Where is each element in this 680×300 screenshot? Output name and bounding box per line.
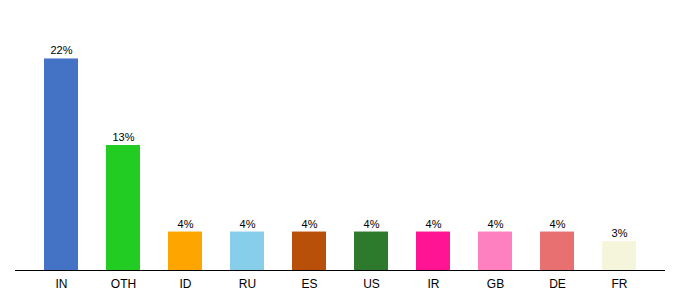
svg-text:DE: DE (549, 277, 566, 291)
svg-text:22%: 22% (50, 44, 72, 56)
svg-text:13%: 13% (112, 131, 134, 143)
svg-text:4%: 4% (550, 218, 566, 230)
svg-text:IR: IR (428, 277, 440, 291)
svg-text:4%: 4% (240, 218, 256, 230)
svg-text:4%: 4% (426, 218, 442, 230)
svg-text:ES: ES (301, 277, 317, 291)
svg-text:3%: 3% (612, 227, 628, 239)
svg-text:4%: 4% (364, 218, 380, 230)
svg-text:GB: GB (487, 277, 504, 291)
svg-text:4%: 4% (488, 218, 504, 230)
svg-text:RU: RU (239, 277, 256, 291)
svg-text:OTH: OTH (111, 277, 136, 291)
svg-text:US: US (363, 277, 380, 291)
svg-text:ID: ID (180, 277, 192, 291)
svg-text:4%: 4% (178, 218, 194, 230)
svg-text:4%: 4% (302, 218, 318, 230)
svg-text:FR: FR (612, 277, 628, 291)
svg-text:IN: IN (56, 277, 68, 291)
